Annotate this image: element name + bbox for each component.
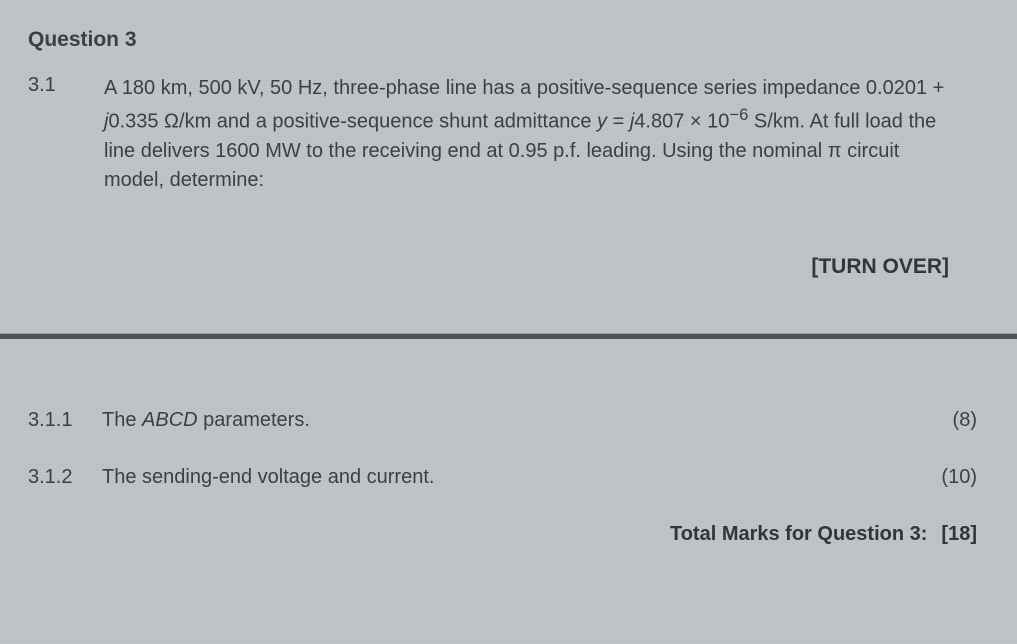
subpart-marks: (10) <box>927 466 977 489</box>
subpart-number: 3.1.1 <box>28 409 102 432</box>
subpart-row: 3.1.1 The ABCD parameters. (8) <box>0 409 1017 432</box>
total-marks-value: [18] <box>941 523 977 546</box>
exam-page: Question 3 3.1 A 180 km, 500 kV, 50 Hz, … <box>0 0 1017 279</box>
subpart-row: 3.1.2 The sending-end voltage and curren… <box>0 466 1017 489</box>
total-marks-row: Total Marks for Question 3: [18] <box>0 523 1017 546</box>
subparts-container: 3.1.1 The ABCD parameters. (8) 3.1.2 The… <box>0 409 1017 489</box>
total-marks-label: Total Marks for Question 3: <box>670 523 927 546</box>
page-divider <box>0 333 1017 339</box>
question-heading: Question 3 <box>28 28 989 52</box>
question-row: 3.1 A 180 km, 500 kV, 50 Hz, three-phase… <box>28 74 989 195</box>
question-body: A 180 km, 500 kV, 50 Hz, three-phase lin… <box>104 74 964 195</box>
subpart-number: 3.1.2 <box>28 466 102 489</box>
subpart-marks: (8) <box>927 409 977 432</box>
question-number: 3.1 <box>28 74 76 195</box>
turn-over-label: [TURN OVER] <box>28 255 989 279</box>
subpart-text: The ABCD parameters. <box>102 409 927 432</box>
subpart-text: The sending-end voltage and current. <box>102 466 927 489</box>
